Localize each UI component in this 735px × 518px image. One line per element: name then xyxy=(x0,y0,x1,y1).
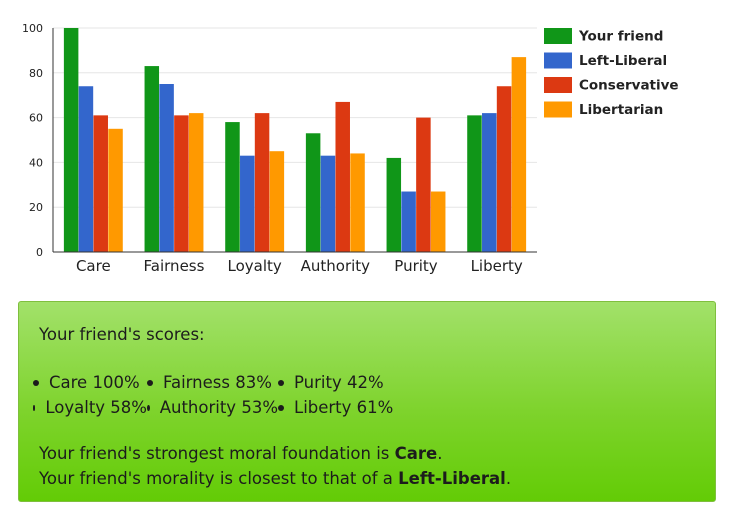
y-tick-label: 80 xyxy=(29,67,43,80)
legend-swatch xyxy=(544,28,572,44)
score-text: Purity 42% xyxy=(294,373,384,392)
bar xyxy=(401,191,416,252)
period: . xyxy=(505,469,512,488)
legend-swatch xyxy=(544,101,572,118)
summary: Your friend's strongest moral foundation… xyxy=(39,441,511,491)
score-list: Care 100% Fairness 83% Purity 42% Loyalt… xyxy=(33,370,393,420)
score-item: Authority 53% xyxy=(147,398,278,417)
bar xyxy=(467,115,482,252)
bar xyxy=(63,28,79,252)
bar xyxy=(430,191,446,252)
bar xyxy=(386,157,402,252)
bullet-icon xyxy=(278,379,284,386)
x-category-label: Authority xyxy=(301,257,371,275)
y-tick-label: 60 xyxy=(29,112,43,125)
bullet-icon xyxy=(147,379,153,386)
bar xyxy=(269,151,285,252)
bar xyxy=(496,86,512,253)
bar xyxy=(482,113,497,253)
x-category-label: Fairness xyxy=(144,257,205,275)
legend-swatch xyxy=(544,52,572,69)
x-category-label: Loyalty xyxy=(228,257,282,275)
bullet-icon xyxy=(33,404,36,411)
legend-label: Left-Liberal xyxy=(579,53,667,69)
bar xyxy=(225,122,240,252)
bar xyxy=(350,153,365,252)
bar xyxy=(511,57,527,253)
bar xyxy=(320,155,336,252)
bar xyxy=(174,115,189,252)
score-text: Fairness 83% xyxy=(163,373,272,392)
x-category-label: Care xyxy=(76,257,111,275)
axes: 0 20 40 60 80 100 Care Fairness Loyalty Authority… xyxy=(22,22,537,275)
strongest-value: Care xyxy=(394,444,438,463)
closest-morality: Your friend's morality is closest to tha… xyxy=(39,466,511,491)
y-tick-label: 20 xyxy=(29,201,43,214)
score-item: Liberty 61% xyxy=(278,398,393,417)
bar xyxy=(305,133,321,252)
bar xyxy=(335,101,350,252)
legend: Your friend Left-Liberal Conservative Liber… xyxy=(544,28,679,118)
bar xyxy=(93,115,108,252)
score-panel: Your friend's scores: Care 100% Fairness… xyxy=(18,301,716,502)
score-item: Fairness 83% xyxy=(147,373,278,392)
period: . xyxy=(437,444,443,463)
score-text: Liberty 61% xyxy=(294,398,394,417)
x-category-label: Purity xyxy=(394,257,438,275)
score-text: Loyalty 58% xyxy=(45,398,147,417)
score-item: Loyalty 58% xyxy=(33,398,147,417)
closest-text: Your friend's morality is closest to tha… xyxy=(39,469,399,488)
legend-label: Conservative xyxy=(579,78,679,94)
bar xyxy=(159,84,174,252)
bars xyxy=(63,28,527,253)
bullet-icon xyxy=(33,379,39,386)
y-tick-label: 40 xyxy=(29,156,43,169)
bar xyxy=(416,117,431,252)
score-row: Care 100% Fairness 83% Purity 42% xyxy=(33,370,393,395)
legend-label: Libertarian xyxy=(579,102,663,118)
y-tick-label: 0 xyxy=(36,246,43,259)
strongest-foundation: Your friend's strongest moral foundation… xyxy=(39,441,511,466)
gridlines xyxy=(53,27,537,208)
strongest-text: Your friend's strongest moral foundation… xyxy=(39,444,395,463)
bullet-icon xyxy=(278,404,284,411)
bar xyxy=(240,155,255,252)
legend-label: Your friend xyxy=(578,29,663,45)
bar xyxy=(144,66,160,252)
bar xyxy=(108,128,123,252)
bar xyxy=(188,113,204,253)
score-item: Care 100% xyxy=(33,373,147,392)
y-tick-label: 100 xyxy=(22,22,43,35)
bar xyxy=(254,113,270,253)
x-category-label: Liberty xyxy=(471,257,523,275)
legend-swatch xyxy=(544,77,572,93)
closest-value: Left-Liberal xyxy=(398,469,506,488)
bullet-icon xyxy=(147,404,150,411)
score-text: Care 100% xyxy=(49,373,140,392)
panel-heading: Your friend's scores: xyxy=(39,325,205,344)
score-item: Purity 42% xyxy=(278,373,384,392)
bar-chart: 0 20 40 60 80 100 Care Fairness Loyalty Authority… xyxy=(22,22,679,275)
score-text: Authority 53% xyxy=(159,398,278,417)
bar xyxy=(78,86,94,253)
score-row: Loyalty 58% Authority 53% Liberty 61% xyxy=(33,395,393,420)
